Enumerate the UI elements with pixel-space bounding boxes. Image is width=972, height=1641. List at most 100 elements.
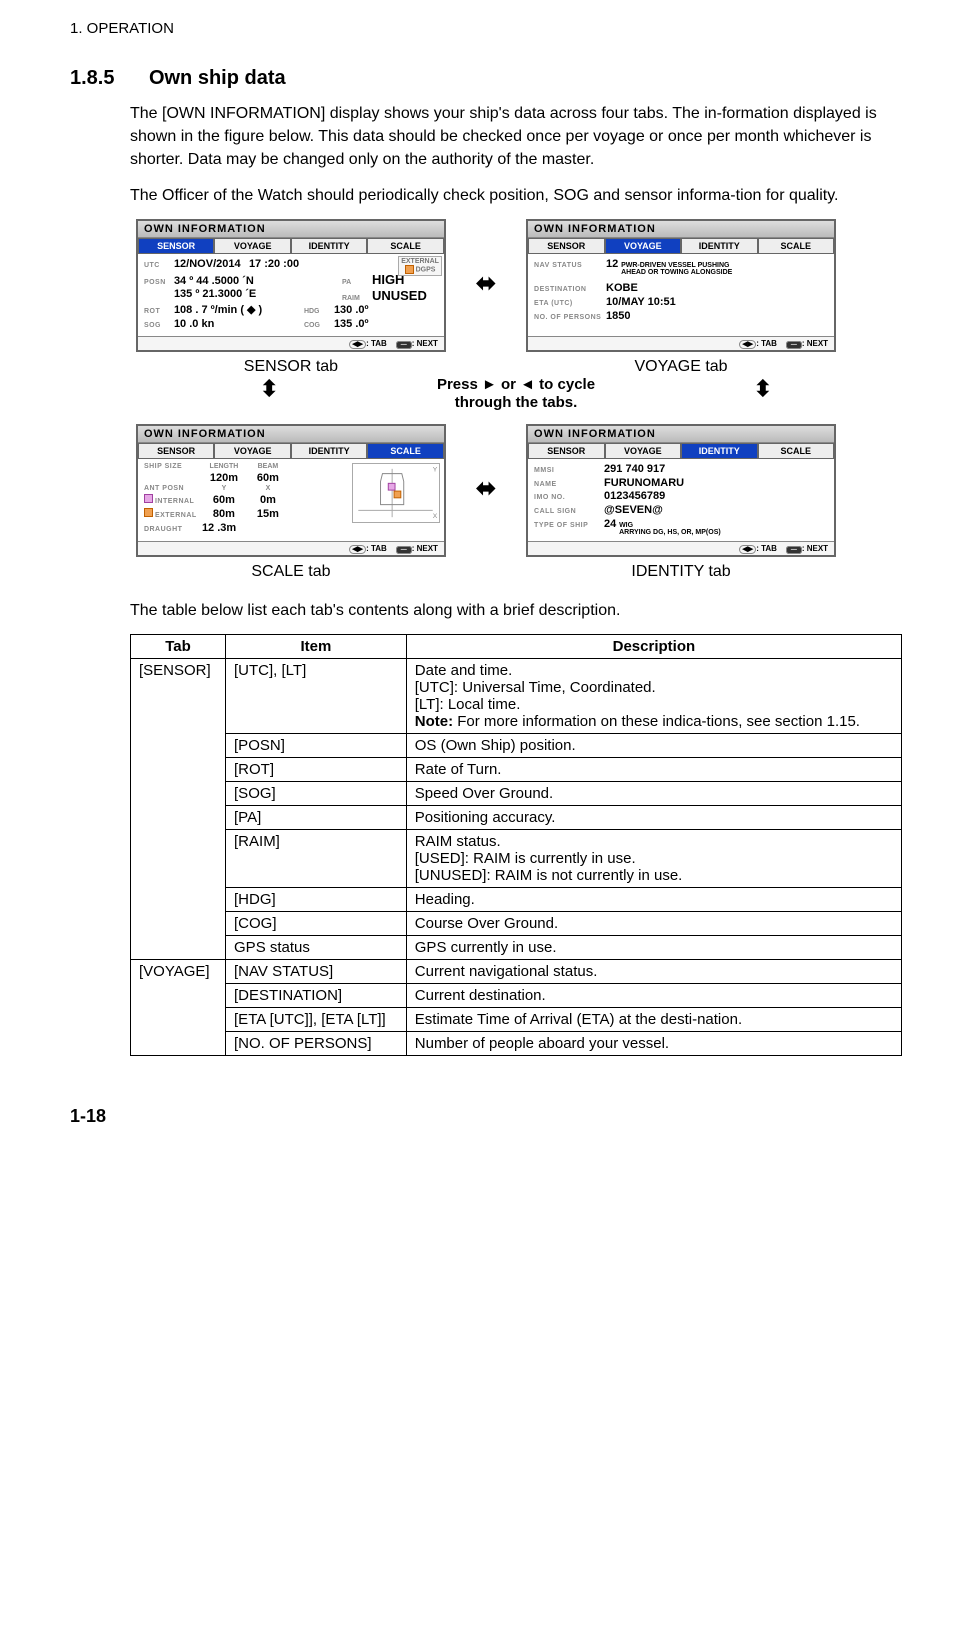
ship-type-num: 24 [604,518,616,532]
destination-value: KOBE [606,282,638,296]
internal-label: INTERNAL [153,498,202,507]
eta-value: 10/MAY 10:51 [606,296,676,310]
tab-identity[interactable]: IDENTITY [681,443,758,459]
external-label: EXTERNAL [153,512,202,521]
tab-identity[interactable]: IDENTITY [681,238,758,254]
y-label: Y [202,485,246,494]
raim-value: UNUSED [372,288,427,304]
panel-title: OWN INFORMATION [528,221,834,238]
cell-desc: Positioning accuracy. [406,805,901,829]
hdg-label: HDG [304,308,334,317]
scale-panel: OWN INFORMATION SENSOR VOYAGE IDENTITY S… [136,424,446,557]
th-desc: Description [406,634,901,658]
tab-scale[interactable]: SCALE [758,238,835,254]
voyage-caption: VOYAGE tab [526,358,836,376]
sensor-panel-block: OWN INFORMATION SENSOR VOYAGE IDENTITY S… [136,219,446,376]
svg-text:X: X [433,513,438,520]
tab-sensor[interactable]: SENSOR [138,238,215,254]
paragraph-1: The [OWN INFORMATION] display shows your… [130,102,902,172]
cell-item: [PA] [226,805,407,829]
cell-desc: GPS currently in use. [406,935,901,959]
panel-footer: ◀▶: TAB —: NEXT [138,336,444,350]
tab-voyage[interactable]: VOYAGE [214,443,291,459]
table-row: [SOG]Speed Over Ground. [131,781,902,805]
scale-caption: SCALE tab [136,563,446,581]
external-label: EXTERNAL [401,258,439,265]
ant-posn-label: ANT POSN [144,485,202,494]
cog-label: COG [304,322,334,331]
identity-panel-block: OWN INFORMATION SENSOR VOYAGE IDENTITY S… [526,424,836,581]
cell-item: [ROT] [226,757,407,781]
panel-title: OWN INFORMATION [138,221,444,238]
external-dgps-badge: EXTERNAL DGPS [398,256,442,276]
tab-sensor[interactable]: SENSOR [528,443,605,459]
table-row: [ETA [UTC]], [ETA [LT]]Estimate Time of … [131,1007,902,1031]
external-y: 80m [202,508,246,522]
footer-next: : NEXT [802,544,828,553]
table-row: [COG]Course Over Ground. [131,911,902,935]
cell-item: [NAV STATUS] [226,959,407,983]
panel-title: OWN INFORMATION [528,426,834,443]
sensor-panel: OWN INFORMATION SENSOR VOYAGE IDENTITY S… [136,219,446,352]
imo-label: IMO NO. [534,494,604,503]
tab-sensor[interactable]: SENSOR [528,238,605,254]
utc-label: UTC [144,262,174,271]
persons-value: 1850 [606,310,630,324]
ship-type-text2: ARRYING DG, HS, OR, MP(OS) [619,529,721,536]
content-table: Tab Item Description [SENSOR][UTC], [LT]… [130,634,902,1056]
section-title: Own ship data [149,67,286,90]
table-row: [PA]Positioning accuracy. [131,805,902,829]
tab-sensor[interactable]: SENSOR [138,443,215,459]
cell-tab: [VOYAGE] [131,959,226,1055]
section-number: 1.8.5 [70,67,114,90]
sog-value: 10 .0 kn [174,318,304,332]
table-row: [HDG]Heading. [131,887,902,911]
name-value: FURUNOMARU [604,477,684,491]
cell-desc: RAIM status.[USED]: RAIM is currently in… [406,829,901,887]
raim-label: RAIM [342,295,372,304]
cell-item: [POSN] [226,733,407,757]
cell-item: [SOG] [226,781,407,805]
mmsi-value: 291 740 917 [604,463,665,477]
internal-x: 0m [246,494,290,508]
cell-desc: Speed Over Ground. [406,781,901,805]
cell-item: [NO. OF PERSONS] [226,1031,407,1055]
destination-label: DESTINATION [534,286,606,295]
tab-scale[interactable]: SCALE [367,443,444,459]
chapter-header: 1. OPERATION [70,20,902,37]
sog-label: SOG [144,322,174,331]
tab-voyage[interactable]: VOYAGE [605,443,682,459]
ship-type-label: TYPE OF SHIP [534,522,604,531]
tab-identity[interactable]: IDENTITY [291,238,368,254]
nav-status-text1: PWR-DRIVEN VESSEL PUSHING [621,262,729,269]
tab-voyage[interactable]: VOYAGE [214,238,291,254]
th-tab: Tab [131,634,226,658]
footer-next: : NEXT [802,339,828,348]
external-x: 15m [246,508,290,522]
identity-caption: IDENTITY tab [526,563,836,581]
table-intro: The table below list each tab's contents… [130,599,902,622]
length-label: LENGTH [202,463,246,472]
cell-desc: Current navigational status. [406,959,901,983]
cell-desc: Date and time.[UTC]: Universal Time, Coo… [406,658,901,733]
nav-status-text2: AHEAD OR TOWING ALONGSIDE [621,269,732,276]
paragraph-2: The Officer of the Watch should periodic… [130,184,902,207]
posn-label: POSN [144,279,174,288]
tab-voyage[interactable]: VOYAGE [605,238,682,254]
cell-desc: Course Over Ground. [406,911,901,935]
utc-date: 12/NOV/2014 [174,258,241,272]
tab-scale[interactable]: SCALE [758,443,835,459]
table-row: [ROT]Rate of Turn. [131,757,902,781]
voyage-panel: OWN INFORMATION SENSOR VOYAGE IDENTITY S… [526,219,836,352]
tab-scale[interactable]: SCALE [367,238,444,254]
figure-row-1: OWN INFORMATION SENSOR VOYAGE IDENTITY S… [70,219,902,376]
table-row: [SENSOR][UTC], [LT]Date and time.[UTC]: … [131,658,902,733]
table-row: [DESTINATION]Current destination. [131,983,902,1007]
cell-tab: [SENSOR] [131,658,226,959]
table-row: [VOYAGE][NAV STATUS]Current navigational… [131,959,902,983]
tab-identity[interactable]: IDENTITY [291,443,368,459]
sensor-caption: SENSOR tab [136,358,446,376]
ship-size-label: SHIP SIZE [144,463,202,472]
th-item: Item [226,634,407,658]
cell-item: [DESTINATION] [226,983,407,1007]
